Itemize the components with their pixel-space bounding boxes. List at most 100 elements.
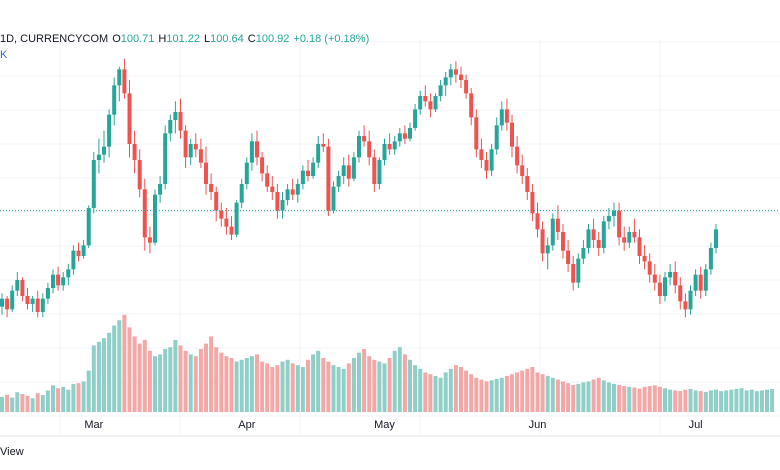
candle-body [596, 240, 601, 248]
volume-bar [163, 349, 168, 412]
volume-bar [668, 389, 673, 412]
candle-body [499, 109, 504, 126]
candle-body [224, 218, 229, 227]
candle-body [137, 160, 142, 190]
candle [285, 184, 290, 206]
candle [397, 128, 402, 147]
volume-bar [413, 365, 418, 412]
candle [183, 125, 188, 168]
candle-body [617, 210, 622, 238]
indicator-label[interactable]: K [0, 49, 8, 61]
volume-bar [555, 379, 560, 412]
candle [545, 237, 550, 270]
volume-bar [45, 390, 50, 412]
volume-bar [627, 386, 632, 412]
candle [708, 242, 713, 275]
volume-bar [494, 378, 499, 412]
candle [402, 125, 407, 144]
candle-body [321, 144, 326, 147]
candle-body [678, 285, 683, 302]
candle [71, 245, 76, 275]
volume-bar [520, 370, 525, 412]
candle [86, 205, 91, 248]
volume-bar [0, 396, 4, 412]
candle-body [586, 229, 591, 248]
candle-body [652, 274, 657, 283]
volume-bar [204, 343, 208, 412]
candle [137, 149, 142, 198]
candle [520, 154, 525, 184]
candle [657, 274, 662, 304]
candle-body [265, 173, 270, 187]
candle [617, 202, 622, 246]
candle-body [392, 141, 397, 150]
candle [198, 138, 203, 168]
candle-body [35, 298, 40, 312]
low-label: L [204, 33, 211, 45]
candle [122, 58, 127, 99]
volume-bar [464, 370, 469, 412]
candle [377, 157, 382, 190]
volume-bar [142, 340, 147, 412]
candle [693, 269, 698, 296]
candle-body [10, 290, 15, 310]
candle [306, 160, 310, 182]
volume-bar [770, 388, 775, 412]
volume-bar [683, 389, 688, 412]
candle-body [351, 157, 356, 179]
volume-bars [0, 314, 775, 412]
volume-bar [637, 388, 642, 412]
volume-bar [535, 372, 540, 412]
open-value: 100.71 [120, 33, 155, 45]
volume-bar [663, 388, 667, 412]
view-label[interactable]: View [0, 446, 24, 458]
candle [453, 61, 458, 83]
candle [433, 93, 438, 112]
candle-body [249, 141, 254, 163]
candle-body [214, 192, 219, 211]
volume-bar [341, 368, 346, 412]
volume-bar [642, 386, 647, 412]
high-value: 101.22 [166, 33, 201, 45]
candle-body [56, 274, 61, 286]
candle-body [91, 160, 96, 208]
candle-body [561, 232, 565, 251]
candle [56, 266, 61, 291]
volume-bar [515, 372, 520, 412]
candle [474, 109, 479, 158]
candle [51, 269, 55, 294]
time-axis: MarAprMayJunJulAug [84, 419, 702, 431]
candle-body [377, 160, 382, 184]
volume-bar [137, 343, 142, 412]
candle [0, 293, 4, 315]
candle-body [127, 93, 132, 144]
candle [239, 178, 244, 208]
candle [127, 80, 132, 158]
candle [30, 296, 35, 312]
volume-bar [117, 320, 122, 412]
volume-bar [91, 345, 96, 412]
candle [535, 202, 540, 238]
candle [219, 202, 224, 227]
candle [714, 224, 718, 254]
candle [209, 173, 214, 200]
volume-bar [20, 394, 25, 412]
volume-bar [499, 377, 504, 412]
candle-body [459, 74, 463, 80]
symbol-label[interactable]: 1D, CURRENCYCOM [0, 33, 109, 45]
volume-bar [622, 386, 627, 412]
volume-bar [219, 352, 224, 412]
candle [117, 66, 122, 102]
volume-bar [647, 386, 652, 412]
candle [188, 138, 193, 166]
volume-bar [224, 356, 229, 412]
candle-body [61, 277, 66, 286]
volume-bar [229, 358, 234, 412]
candle-body [413, 109, 418, 128]
volume-bar [453, 365, 458, 412]
candle [561, 224, 565, 259]
candle-body [520, 165, 525, 176]
candle [525, 168, 530, 200]
candle-body [76, 250, 81, 256]
